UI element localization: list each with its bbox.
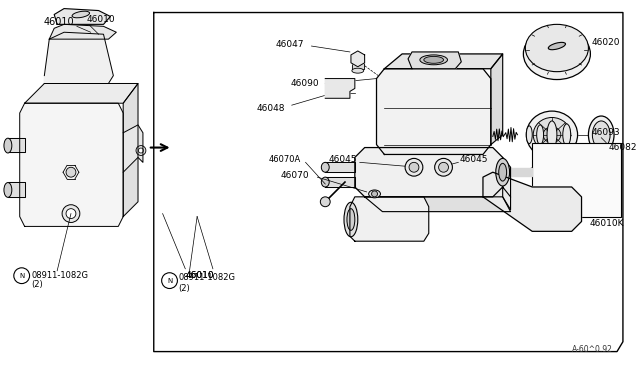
Text: 46045: 46045 — [328, 155, 356, 164]
Ellipse shape — [438, 162, 449, 172]
Polygon shape — [8, 138, 25, 153]
Circle shape — [532, 205, 542, 215]
Text: A-60^0.92: A-60^0.92 — [572, 345, 613, 354]
Ellipse shape — [352, 68, 364, 73]
Circle shape — [138, 148, 143, 153]
Circle shape — [66, 167, 76, 177]
Text: N: N — [19, 273, 24, 279]
Ellipse shape — [537, 125, 543, 145]
Ellipse shape — [526, 126, 532, 144]
Ellipse shape — [344, 202, 358, 237]
Polygon shape — [385, 54, 502, 69]
Ellipse shape — [72, 11, 90, 18]
Ellipse shape — [593, 121, 610, 148]
Circle shape — [136, 145, 146, 155]
Ellipse shape — [533, 118, 571, 152]
Polygon shape — [502, 157, 511, 210]
Text: 46010: 46010 — [186, 271, 214, 280]
Ellipse shape — [424, 57, 444, 63]
Ellipse shape — [525, 24, 588, 72]
Ellipse shape — [369, 190, 380, 198]
Ellipse shape — [321, 177, 329, 187]
Ellipse shape — [496, 158, 509, 186]
Circle shape — [563, 210, 571, 218]
Ellipse shape — [405, 158, 423, 176]
Polygon shape — [502, 168, 532, 176]
Polygon shape — [376, 69, 491, 154]
Polygon shape — [351, 51, 365, 67]
Text: 46070: 46070 — [281, 171, 310, 180]
Circle shape — [162, 273, 177, 289]
Ellipse shape — [499, 163, 507, 181]
Polygon shape — [408, 52, 461, 69]
Ellipse shape — [321, 162, 329, 172]
Polygon shape — [54, 9, 110, 24]
Ellipse shape — [548, 42, 566, 50]
Polygon shape — [20, 103, 124, 227]
Text: 46082: 46082 — [608, 143, 637, 152]
Text: 46045: 46045 — [460, 155, 488, 164]
Ellipse shape — [526, 111, 577, 158]
Text: 08911-1082G: 08911-1082G — [31, 271, 88, 280]
Circle shape — [62, 205, 80, 222]
Ellipse shape — [4, 183, 12, 197]
Text: 46020: 46020 — [591, 38, 620, 46]
Ellipse shape — [543, 127, 561, 142]
Bar — [532, 142, 621, 217]
Text: 46070A: 46070A — [269, 155, 301, 164]
Polygon shape — [325, 162, 355, 172]
Text: (2): (2) — [179, 284, 190, 293]
Circle shape — [321, 197, 330, 207]
Text: 46048: 46048 — [256, 104, 285, 113]
Polygon shape — [325, 78, 355, 98]
Polygon shape — [350, 197, 429, 241]
Text: 46010: 46010 — [87, 15, 115, 24]
Ellipse shape — [4, 138, 12, 153]
Text: N: N — [167, 278, 172, 283]
Text: 46010: 46010 — [44, 17, 74, 28]
Polygon shape — [44, 32, 113, 83]
Text: 46010: 46010 — [186, 271, 214, 280]
Polygon shape — [491, 54, 502, 145]
Text: 46093: 46093 — [591, 128, 620, 137]
Circle shape — [14, 268, 29, 283]
Polygon shape — [8, 182, 25, 197]
Ellipse shape — [547, 121, 557, 148]
Text: 08911-1082G: 08911-1082G — [179, 273, 236, 282]
Text: 46090: 46090 — [291, 79, 319, 88]
Polygon shape — [352, 58, 364, 69]
Polygon shape — [124, 125, 143, 172]
Circle shape — [66, 209, 76, 218]
Ellipse shape — [563, 124, 571, 145]
Ellipse shape — [435, 158, 452, 176]
Polygon shape — [483, 172, 582, 231]
Circle shape — [372, 191, 378, 197]
Text: (2): (2) — [31, 280, 44, 289]
Text: 46047: 46047 — [276, 39, 305, 49]
Polygon shape — [124, 83, 138, 217]
Ellipse shape — [347, 209, 355, 230]
Polygon shape — [325, 177, 355, 187]
Ellipse shape — [409, 162, 419, 172]
Polygon shape — [25, 83, 138, 103]
Ellipse shape — [588, 116, 614, 154]
Circle shape — [527, 200, 547, 219]
Ellipse shape — [420, 55, 447, 65]
Ellipse shape — [524, 28, 590, 80]
Polygon shape — [49, 24, 116, 39]
Polygon shape — [355, 148, 502, 197]
Polygon shape — [365, 197, 511, 212]
Circle shape — [559, 206, 575, 221]
Text: 46010K: 46010K — [589, 219, 624, 228]
